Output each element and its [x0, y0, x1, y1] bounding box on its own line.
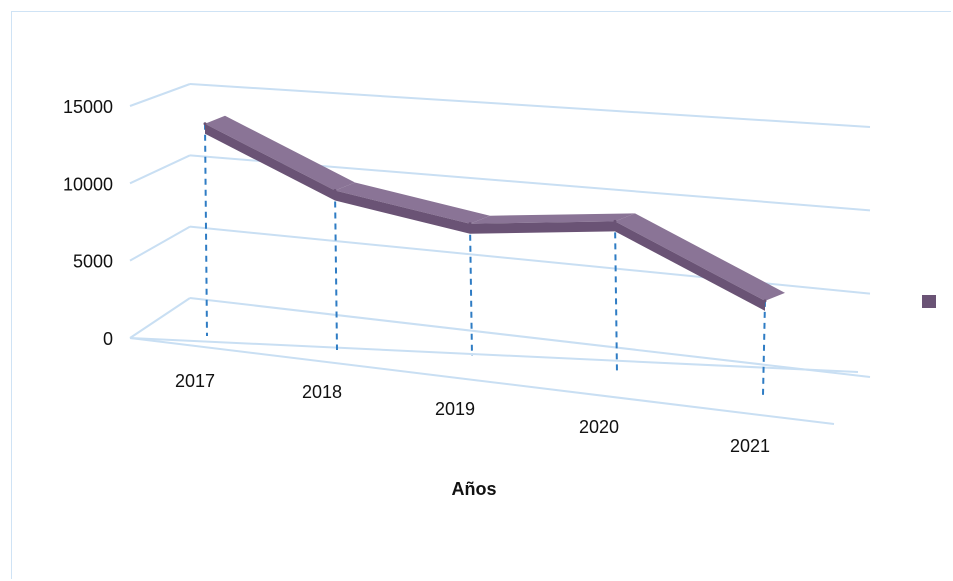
x-tick-label: 2019: [435, 399, 475, 419]
series-segment-top: [205, 115, 355, 191]
drop-line: [762, 300, 766, 396]
x-tick-label: 2021: [730, 436, 770, 456]
data-point: [333, 189, 337, 192]
gridline-back: [189, 83, 871, 128]
drop-line: [469, 223, 473, 357]
series-segment: [205, 123, 335, 201]
gridline-side: [129, 225, 191, 262]
x-tick-label: 2018: [302, 382, 342, 402]
floor-line: [129, 337, 859, 373]
gridlines: [129, 83, 871, 425]
floor-front-line: [129, 337, 835, 425]
legend-swatch: [922, 295, 936, 308]
series-segment: [335, 190, 470, 234]
series-line: [203, 115, 785, 311]
gridline-side: [129, 154, 191, 185]
gridline-back: [189, 225, 871, 295]
drop-lines: [204, 123, 766, 396]
series-segment: [615, 221, 765, 311]
drop-line: [334, 190, 338, 351]
gridline-side: [129, 83, 191, 107]
series-segment: [470, 221, 615, 234]
y-tick-label: 15000: [63, 97, 113, 117]
drop-line: [614, 221, 618, 375]
gridline-back: [189, 297, 871, 378]
series-segment-top: [615, 213, 785, 301]
data-point: [613, 219, 617, 223]
data-point: [468, 222, 472, 226]
chart-frame: [11, 11, 951, 579]
series-segment-top: [470, 213, 635, 224]
x-tick-label: 2017: [175, 371, 215, 391]
data-point: [763, 299, 767, 303]
y-tick-label: 0: [103, 329, 113, 349]
y-tick-label: 5000: [73, 252, 113, 272]
gridline-side: [129, 297, 191, 339]
series-segment-top: [335, 182, 490, 224]
y-tick-label: 10000: [63, 174, 113, 194]
x-axis-ticks: 2017 2018 2019 2020 2021: [175, 371, 770, 456]
x-tick-label: 2020: [579, 417, 619, 437]
data-point: [203, 122, 207, 126]
drop-line: [204, 123, 208, 337]
x-axis-label: Años: [452, 479, 497, 499]
y-axis-ticks: 0 5000 10000 15000: [63, 97, 113, 349]
